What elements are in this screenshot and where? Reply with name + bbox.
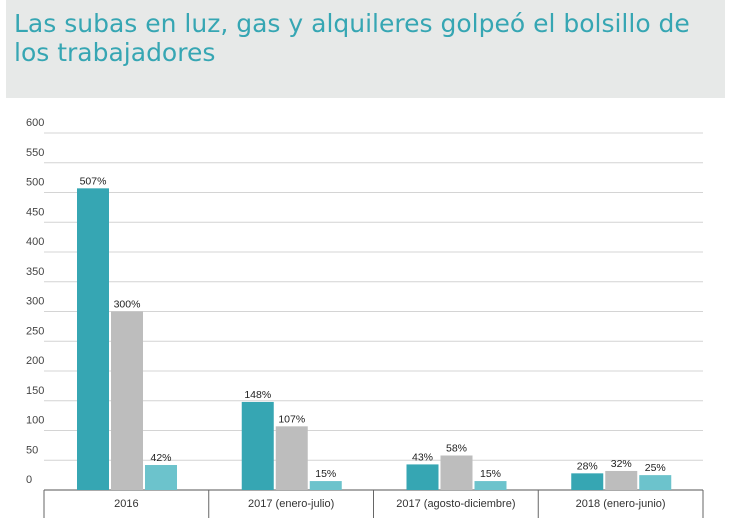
data-label: 42% [150, 452, 171, 464]
data-label: 43% [412, 451, 433, 463]
data-label: 507% [80, 175, 107, 187]
data-label: 148% [244, 389, 271, 401]
x-category-label: 2017 (enero-julio) [248, 498, 334, 510]
bar [440, 455, 473, 490]
bar [406, 464, 439, 490]
bar [111, 311, 143, 490]
bar [309, 481, 342, 490]
x-category-label: 2018 (enero-junio) [576, 498, 666, 510]
y-tick-label: 0 [26, 474, 32, 486]
y-tick-label: 350 [26, 266, 44, 278]
y-tick-label: 100 [26, 415, 44, 427]
data-label: 15% [480, 468, 501, 480]
data-label: 32% [611, 458, 632, 470]
x-category-label: 2017 (agosto-diciembre) [396, 498, 515, 510]
y-tick-label: 200 [26, 355, 44, 367]
y-tick-label: 450 [26, 206, 44, 218]
y-tick-label: 150 [26, 385, 44, 397]
x-category-label: 2016 [114, 498, 138, 510]
y-tick-label: 250 [26, 325, 44, 337]
data-label: 28% [577, 460, 598, 472]
chart-title: Las subas en luz, gas y alquileres golpe… [14, 9, 690, 67]
data-label: 58% [446, 442, 467, 454]
bar [145, 465, 177, 490]
data-label: 107% [278, 413, 305, 425]
bar [639, 475, 672, 490]
bar [241, 401, 274, 490]
y-tick-label: 500 [26, 177, 44, 189]
y-tick-label: 400 [26, 236, 44, 248]
bar [605, 470, 638, 490]
y-tick-label: 550 [26, 147, 44, 159]
y-tick-label: 50 [26, 444, 38, 456]
bar [77, 188, 109, 490]
y-tick-label: 600 [26, 117, 44, 129]
bar [275, 426, 308, 490]
title-banner: Las subas en luz, gas y alquileres golpe… [6, 0, 725, 98]
bar [571, 473, 604, 490]
bar-chart: 0 50 100 150 200 250 300 350 400 450 500 550 600 507%… [26, 117, 704, 518]
data-label: 25% [645, 462, 666, 474]
data-label: 300% [114, 299, 141, 311]
bar [474, 481, 507, 490]
data-label: 15% [315, 468, 336, 480]
y-tick-label: 300 [26, 296, 44, 308]
